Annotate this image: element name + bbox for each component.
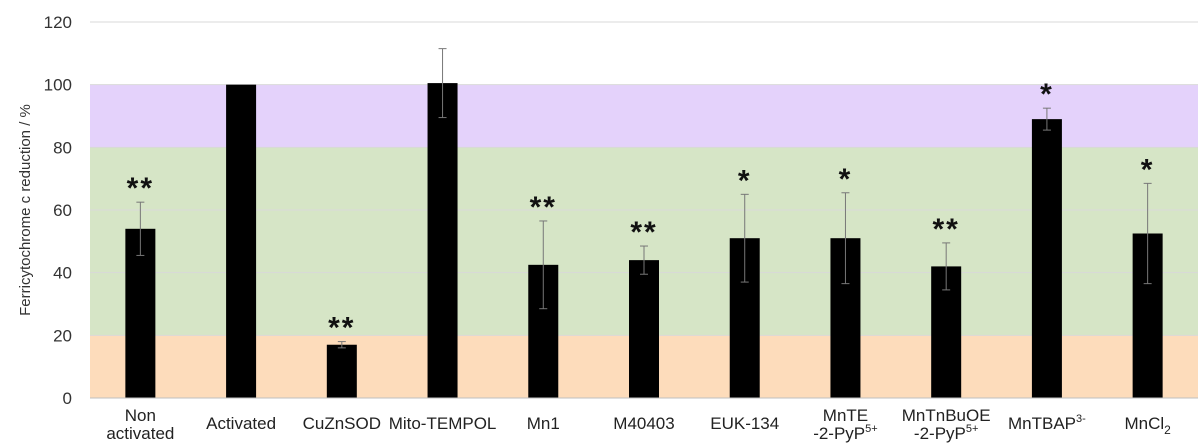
- x-label-m40403: M40403: [613, 414, 674, 433]
- error-bars: [136, 48, 1152, 349]
- gridlines: [90, 21, 1198, 336]
- y-tick-label: 80: [53, 138, 72, 157]
- significance-mncl2: *: [1141, 153, 1155, 186]
- y-tick-label: 100: [44, 76, 72, 95]
- y-tick-label: 120: [44, 13, 72, 32]
- x-label-cuznsod: CuZnSOD: [303, 414, 381, 433]
- error-bar-mnte-2-pyp: [841, 192, 850, 285]
- error-bar-mntbap: [1042, 107, 1051, 131]
- bar-m40403: [629, 260, 659, 398]
- error-bar-cuznsod: [337, 341, 346, 349]
- y-axis-ticks: 0 20 40 60 80 100 120: [44, 13, 72, 408]
- x-axis-labels: Non activated Activated CuZnSOD Mito-TEMPOL M…: [106, 406, 1171, 443]
- x-label-mncl2: MnCl2: [1124, 414, 1171, 437]
- y-tick-label: 40: [53, 264, 72, 283]
- y-axis-label: Ferricytochrome c reduction / %: [17, 104, 34, 316]
- error-bar-mntnbuoe-2-pyp: [942, 242, 951, 291]
- significance-mntnbuoe-2-pyp: **: [933, 213, 960, 246]
- error-bar-euk-134: [740, 193, 749, 283]
- y-tick-label: 0: [63, 389, 72, 408]
- significance-marks: ********* *****: [127, 78, 1155, 345]
- significance-mn1: **: [530, 191, 557, 224]
- x-label-activated: Activated: [206, 414, 276, 433]
- bar-cuznsod: [326, 344, 357, 398]
- x-label-mn1: Mn1: [527, 414, 560, 433]
- significance-mntbap: *: [1040, 78, 1054, 111]
- y-tick-label: 20: [53, 326, 72, 345]
- bar-nonactivated: [125, 228, 156, 398]
- x-label-mntnbuoe-2-pyp: MnTnBuOE -2-PyP5+: [902, 406, 991, 443]
- x-label-mnte-2-pyp: MnTE -2-PyP5+: [813, 406, 878, 443]
- bars: [125, 83, 1163, 399]
- significance-mnte-2-pyp: *: [839, 163, 853, 196]
- bar-mito-tempol: [427, 83, 458, 398]
- error-bar-nonactivated: [136, 201, 145, 256]
- y-tick-label: 60: [53, 201, 72, 220]
- significance-cuznsod: **: [328, 312, 355, 345]
- error-bar-mncl2: [1143, 182, 1152, 285]
- band-2: [90, 84, 1198, 148]
- x-label-mito-tempol: Mito-TEMPOL: [389, 414, 497, 433]
- error-bar-mn1: [539, 220, 548, 310]
- x-label-nonactivated: Non activated: [106, 406, 174, 443]
- bar-activated: [226, 84, 257, 399]
- significance-euk-134: *: [738, 164, 752, 197]
- x-label-mntbap: MnTBAP3-: [1008, 413, 1086, 433]
- significance-m40403: **: [630, 216, 657, 249]
- significance-nonactivated: **: [127, 172, 154, 205]
- x-label-euk-134: EUK-134: [710, 414, 779, 433]
- error-bar-mito-tempol: [438, 48, 447, 119]
- error-bar-m40403: [640, 245, 648, 275]
- bar-mntbap: [1031, 119, 1062, 398]
